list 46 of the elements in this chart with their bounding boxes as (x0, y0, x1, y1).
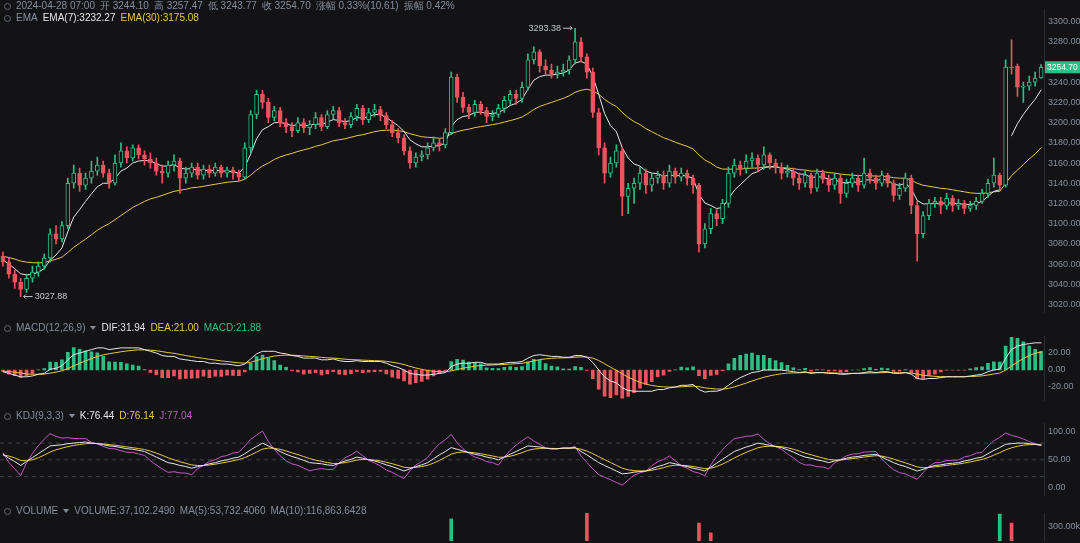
y-tick-label: 3280.00 (1048, 36, 1080, 47)
y-tick-label: 3200.00 (1048, 117, 1080, 128)
y-axis-title: 300.00k (1048, 521, 1080, 532)
annotation: 开 3244.10 (99, 0, 149, 12)
annotation: VOLUME:37,102.2490 (74, 505, 175, 517)
text: EMA(30):3175.08 (120, 12, 199, 24)
legend-title: EMA (16, 12, 38, 24)
annotation: 高 3257.47 (153, 0, 203, 12)
y-tick-label: 3060.00 (1048, 258, 1080, 269)
text: J:77.04 (159, 410, 193, 422)
legend-title: MACD(12,26,9) (16, 322, 86, 334)
text: K:76.44 (79, 410, 115, 422)
y-tick-label: 0.00 (1048, 482, 1066, 493)
legend-title: KDJ(9,3,3) (16, 410, 64, 422)
y-tick-label: 0.00 (1048, 364, 1066, 375)
annotation: MA(5):53,732.4060 (179, 505, 266, 517)
y-tick-label: 3140.00 (1048, 177, 1080, 188)
y-tick-label: 3180.00 (1048, 137, 1080, 148)
series-label: DIF:31.94 (101, 322, 146, 334)
y-tick-label: 20.00 (1048, 347, 1071, 358)
annotation: 2024-04-28 07:00 (16, 0, 95, 12)
text: MACD:21.88 (203, 322, 262, 334)
y-tick-label: 3080.00 (1048, 238, 1080, 249)
y-tick-label: 3160.00 (1048, 157, 1080, 168)
y-tick-label: 3020.00 (1048, 299, 1080, 309)
y-tick-label: 3300.00 (1048, 16, 1080, 27)
y-tick-label: 3220.00 (1048, 96, 1080, 107)
annotation: 收 3254.70 (261, 0, 311, 12)
text: EMA(7):3232.27 (42, 12, 116, 24)
annotation: MA(10):116,863.6428 (270, 505, 367, 517)
y-tick-label: 3120.00 (1048, 197, 1080, 208)
text: 3293.38 (528, 22, 562, 33)
legend-title: VOLUME (16, 505, 59, 517)
annotation: 振幅 0.42% (403, 0, 455, 12)
y-tick-label: 100.00 (1048, 426, 1076, 437)
text: 3027.88 (34, 291, 68, 302)
y-tick-label: 3040.00 (1048, 278, 1080, 289)
y-tick-label: 3240.00 (1048, 76, 1080, 87)
y-tick-label: 3100.00 (1048, 218, 1080, 229)
text: 3254.70 (1047, 61, 1078, 72)
y-tick-label: 50.00 (1048, 454, 1071, 465)
text: D:76.14 (119, 410, 155, 422)
annotation: 涨幅 0.33%(10.61) (315, 0, 399, 12)
annotation: 低 3243.77 (207, 0, 257, 12)
series-label: DEA:21.00 (150, 322, 199, 334)
y-tick-label: -20.00 (1048, 381, 1074, 392)
